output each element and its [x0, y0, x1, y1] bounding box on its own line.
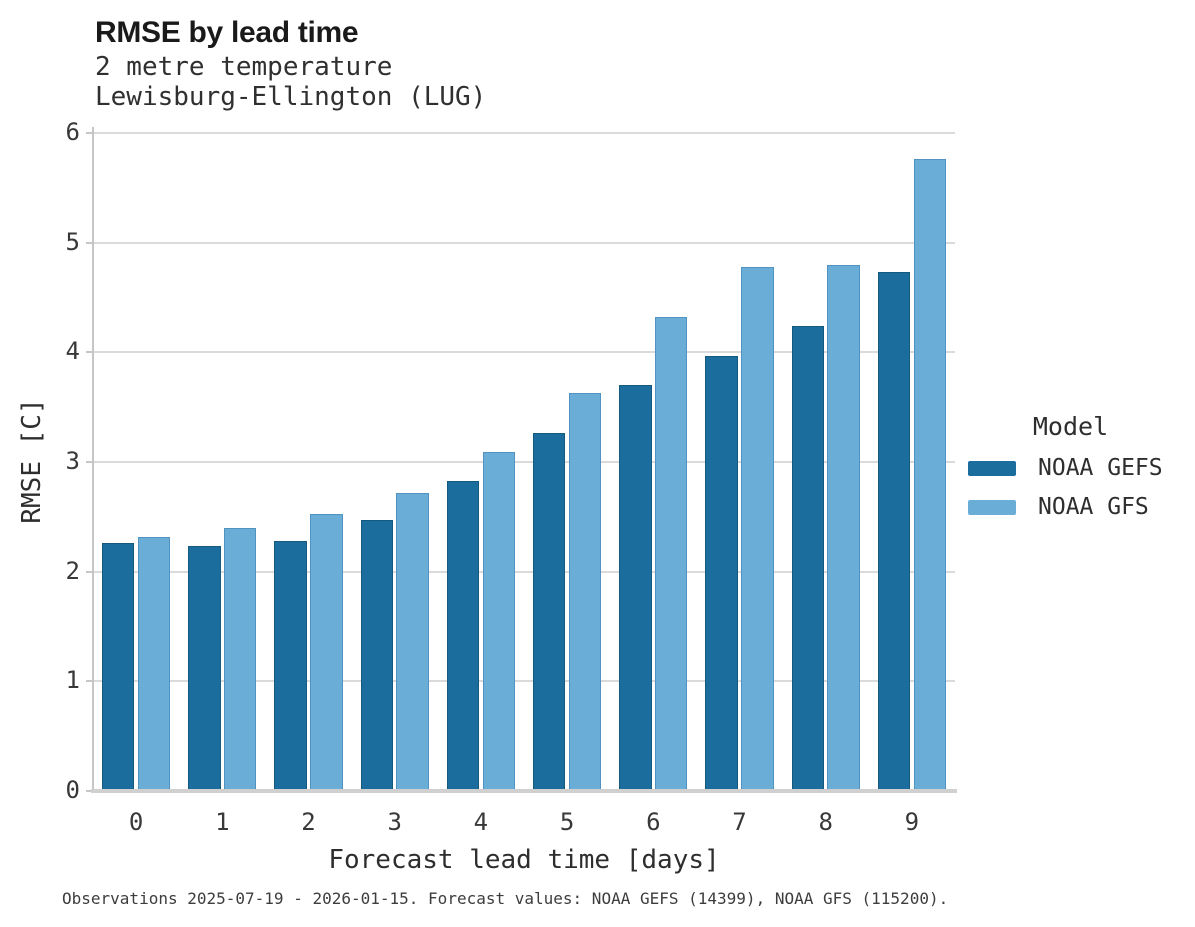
bar-noaa-gefs-7 [705, 355, 738, 791]
bar-noaa-gfs-0 [137, 536, 171, 791]
bar-noaa-gfs-2 [310, 513, 343, 791]
bar-noaa-gfs-3 [396, 492, 429, 791]
y-tick-1 [86, 680, 93, 683]
bar-noaa-gefs-4 [446, 480, 480, 791]
chart-subtitle: 2 metre temperature Lewisburg-Ellington (… [95, 52, 486, 112]
bar-noaa-gfs-8 [827, 264, 860, 791]
bar-noaa-gefs-0 [102, 543, 135, 791]
bar-noaa-gfs-6 [655, 317, 688, 791]
bar-noaa-gfs-1 [224, 527, 257, 791]
subtitle-line-1: 2 metre temperature [95, 52, 393, 82]
bar-noaa-gfs-4 [482, 452, 515, 791]
gridline-y1 [93, 680, 955, 683]
bar-noaa-gfs-5 [568, 392, 602, 791]
y-axis-spine [92, 127, 94, 792]
x-tick-label-4: 4 [473, 808, 489, 836]
bar-noaa-gfs-7 [741, 266, 774, 791]
gridline-y4 [93, 351, 955, 354]
y-tick-2 [86, 570, 93, 573]
subtitle-line-2: Lewisburg-Ellington (LUG) [95, 82, 487, 112]
x-tick-label-3: 3 [387, 808, 402, 836]
x-tick-label-2: 2 [301, 808, 316, 836]
y-tick-label-1: 1 [65, 666, 80, 695]
legend-swatch-noaa-gfs [968, 499, 1016, 515]
bar-noaa-gefs-1 [188, 546, 221, 791]
x-tick-label-0: 0 [128, 808, 144, 836]
legend-item-noaa-gefs: NOAA GEFS [968, 455, 1178, 481]
y-tick-label-4: 4 [65, 337, 80, 366]
y-tick-label-0: 0 [65, 776, 80, 804]
y-tick-4 [86, 351, 93, 354]
legend-item-noaa-gfs: NOAA GFS [968, 494, 1178, 520]
chart-title: RMSE by lead time [95, 16, 359, 49]
caption-note: Observations 2025-07-19 - 2026-01-15. Fo… [62, 889, 949, 908]
x-tick-label-1: 1 [215, 808, 230, 836]
y-tick-label-3: 3 [65, 447, 80, 475]
gridline-y6 [93, 132, 955, 134]
y-tick-5 [86, 241, 93, 244]
y-tick-6 [86, 132, 93, 134]
legend-swatch-noaa-gefs [968, 460, 1016, 476]
x-tick-label-8: 8 [818, 808, 833, 836]
gridline-y3 [93, 461, 955, 463]
x-tick-label-5: 5 [559, 808, 575, 836]
x-axis-title: Forecast lead time [days] [328, 845, 720, 875]
bar-noaa-gefs-5 [533, 433, 566, 791]
x-axis-line [91, 789, 957, 793]
y-tick-label-6: 6 [65, 118, 80, 146]
y-tick-0 [86, 790, 93, 792]
gridline-y2 [93, 570, 955, 573]
x-tick-label-6: 6 [646, 808, 661, 836]
bar-noaa-gefs-6 [619, 385, 652, 791]
legend-label-noaa-gfs: NOAA GFS [1038, 494, 1149, 520]
bar-noaa-gefs-9 [877, 272, 911, 791]
y-axis-title: RMSE [C] [17, 398, 47, 524]
legend: Model NOAA GEFS NOAA GFS [968, 412, 1178, 533]
gridline-y5 [93, 241, 955, 244]
x-tick-label-9: 9 [904, 808, 920, 836]
x-tick-label-7: 7 [732, 808, 747, 836]
y-tick-3 [86, 461, 93, 463]
legend-title: Model [1032, 412, 1109, 441]
bar-noaa-gefs-3 [360, 520, 393, 791]
legend-label-noaa-gefs: NOAA GEFS [1038, 455, 1163, 481]
y-tick-label-2: 2 [65, 556, 80, 585]
bar-noaa-gefs-8 [791, 326, 824, 791]
y-tick-label-5: 5 [65, 227, 80, 256]
bar-noaa-gfs-9 [913, 159, 946, 791]
bar-noaa-gefs-2 [274, 540, 307, 791]
